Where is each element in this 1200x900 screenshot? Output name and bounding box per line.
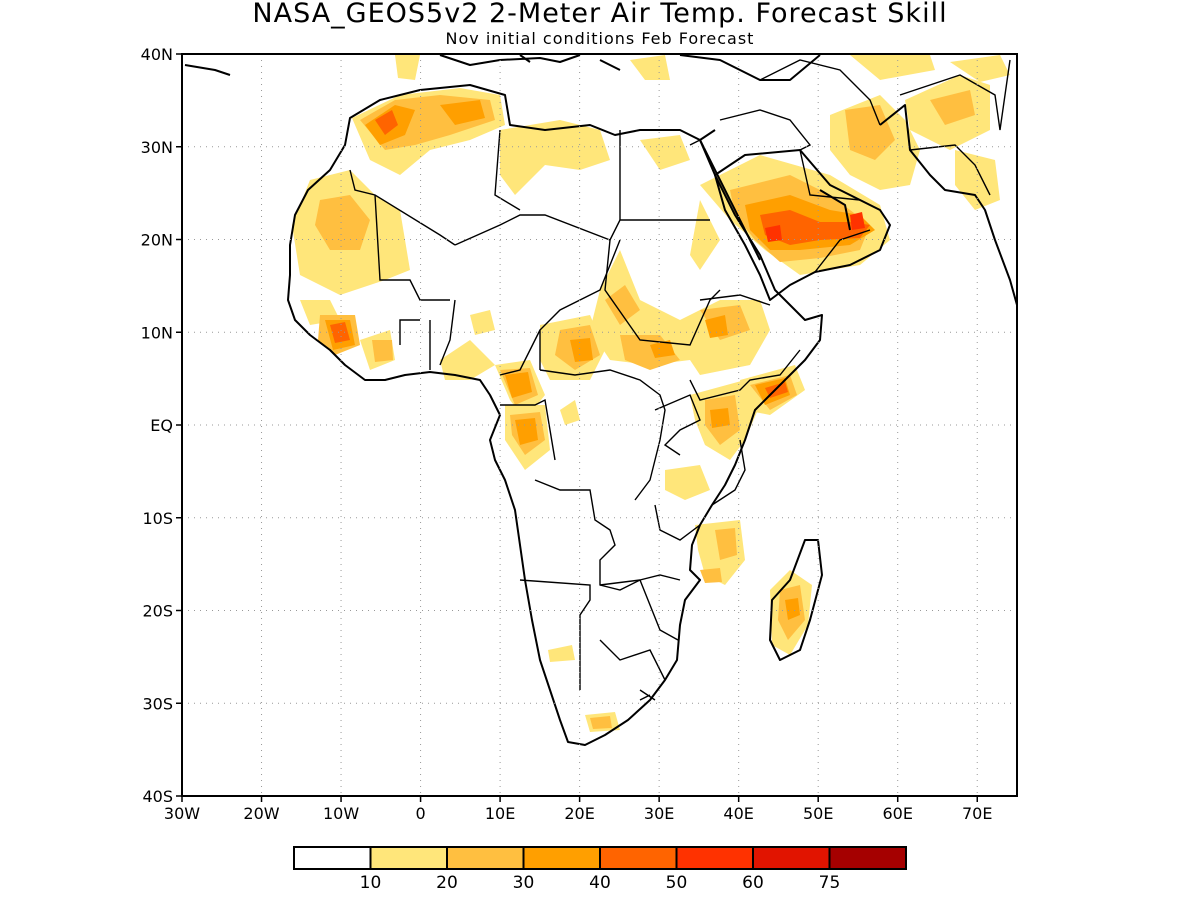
- colorbar-label: 75: [819, 873, 841, 893]
- map-title: NASA_GEOS5v2 2-Meter Air Temp. Forecast …: [252, 0, 948, 29]
- red-sea-persian-gulf: [699, 129, 851, 261]
- colorbar-swatch: [599, 846, 678, 870]
- lon-tick-label: 50E: [803, 804, 833, 823]
- colorbar-swatch: [675, 846, 754, 870]
- colorbar-swatch: [293, 846, 372, 870]
- lon-tick-label: 10W: [323, 804, 359, 823]
- lon-tick-label: 0: [415, 804, 425, 823]
- colorbar-label: 10: [360, 873, 382, 893]
- skill-50-60-areas: [765, 212, 865, 242]
- skill-10-20-areas: [292, 55, 1010, 732]
- lat-tick-label: 30S: [142, 694, 173, 713]
- lat-tick-label: 20N: [141, 231, 173, 250]
- colorbar-label: 40: [589, 873, 611, 893]
- lat-tick-label: 20S: [142, 602, 173, 621]
- country-borders: [349, 59, 1011, 701]
- lon-tick-label: 30W: [164, 804, 200, 823]
- arabian-peninsula-coastline: [714, 149, 891, 301]
- colorbar: [293, 846, 907, 870]
- colorbar-labels: 10 20 30 40 50 60 75: [360, 873, 841, 893]
- lon-tick-label: 20E: [564, 804, 594, 823]
- lat-tick-label: 30N: [141, 138, 173, 157]
- lon-tick-label: 40E: [723, 804, 753, 823]
- lon-tick-label: 20W: [243, 804, 279, 823]
- madagascar-coastline: [769, 539, 823, 661]
- colorbar-label: 30: [513, 873, 535, 893]
- lat-tick-label: 40N: [141, 45, 173, 64]
- europe-coastline: [184, 54, 621, 76]
- lat-tick-label: EQ: [150, 416, 173, 435]
- skill-shading: [292, 55, 1010, 732]
- colorbar-label: 50: [666, 873, 688, 893]
- colorbar-swatch: [752, 846, 831, 870]
- longitude-axis: 30W 20W 10W 0 10E 20E 30E 40E 50E 60E 70E: [164, 796, 992, 823]
- lat-tick-label: 10S: [142, 509, 173, 528]
- colorbar-swatch: [828, 846, 907, 870]
- lon-tick-label: 30E: [644, 804, 674, 823]
- lon-tick-label: 70E: [962, 804, 992, 823]
- colorbar-swatch: [446, 846, 525, 870]
- lon-tick-label: 60E: [882, 804, 912, 823]
- map-subtitle: Nov initial conditions Feb Forecast: [445, 29, 755, 48]
- lon-tick-label: 10E: [485, 804, 515, 823]
- colorbar-swatch: [369, 846, 448, 870]
- lat-tick-label: 40S: [142, 787, 173, 806]
- colorbar-label: 20: [436, 873, 458, 893]
- colorbar-swatch: [522, 846, 601, 870]
- colorbar-label: 60: [742, 873, 764, 893]
- coastline-outline: [184, 54, 1017, 746]
- lat-tick-label: 10N: [141, 323, 173, 342]
- map-gridlines: [182, 54, 1017, 796]
- latitude-axis: 40N 30N 20N 10N EQ 10S 20S 30S 40S: [141, 45, 182, 806]
